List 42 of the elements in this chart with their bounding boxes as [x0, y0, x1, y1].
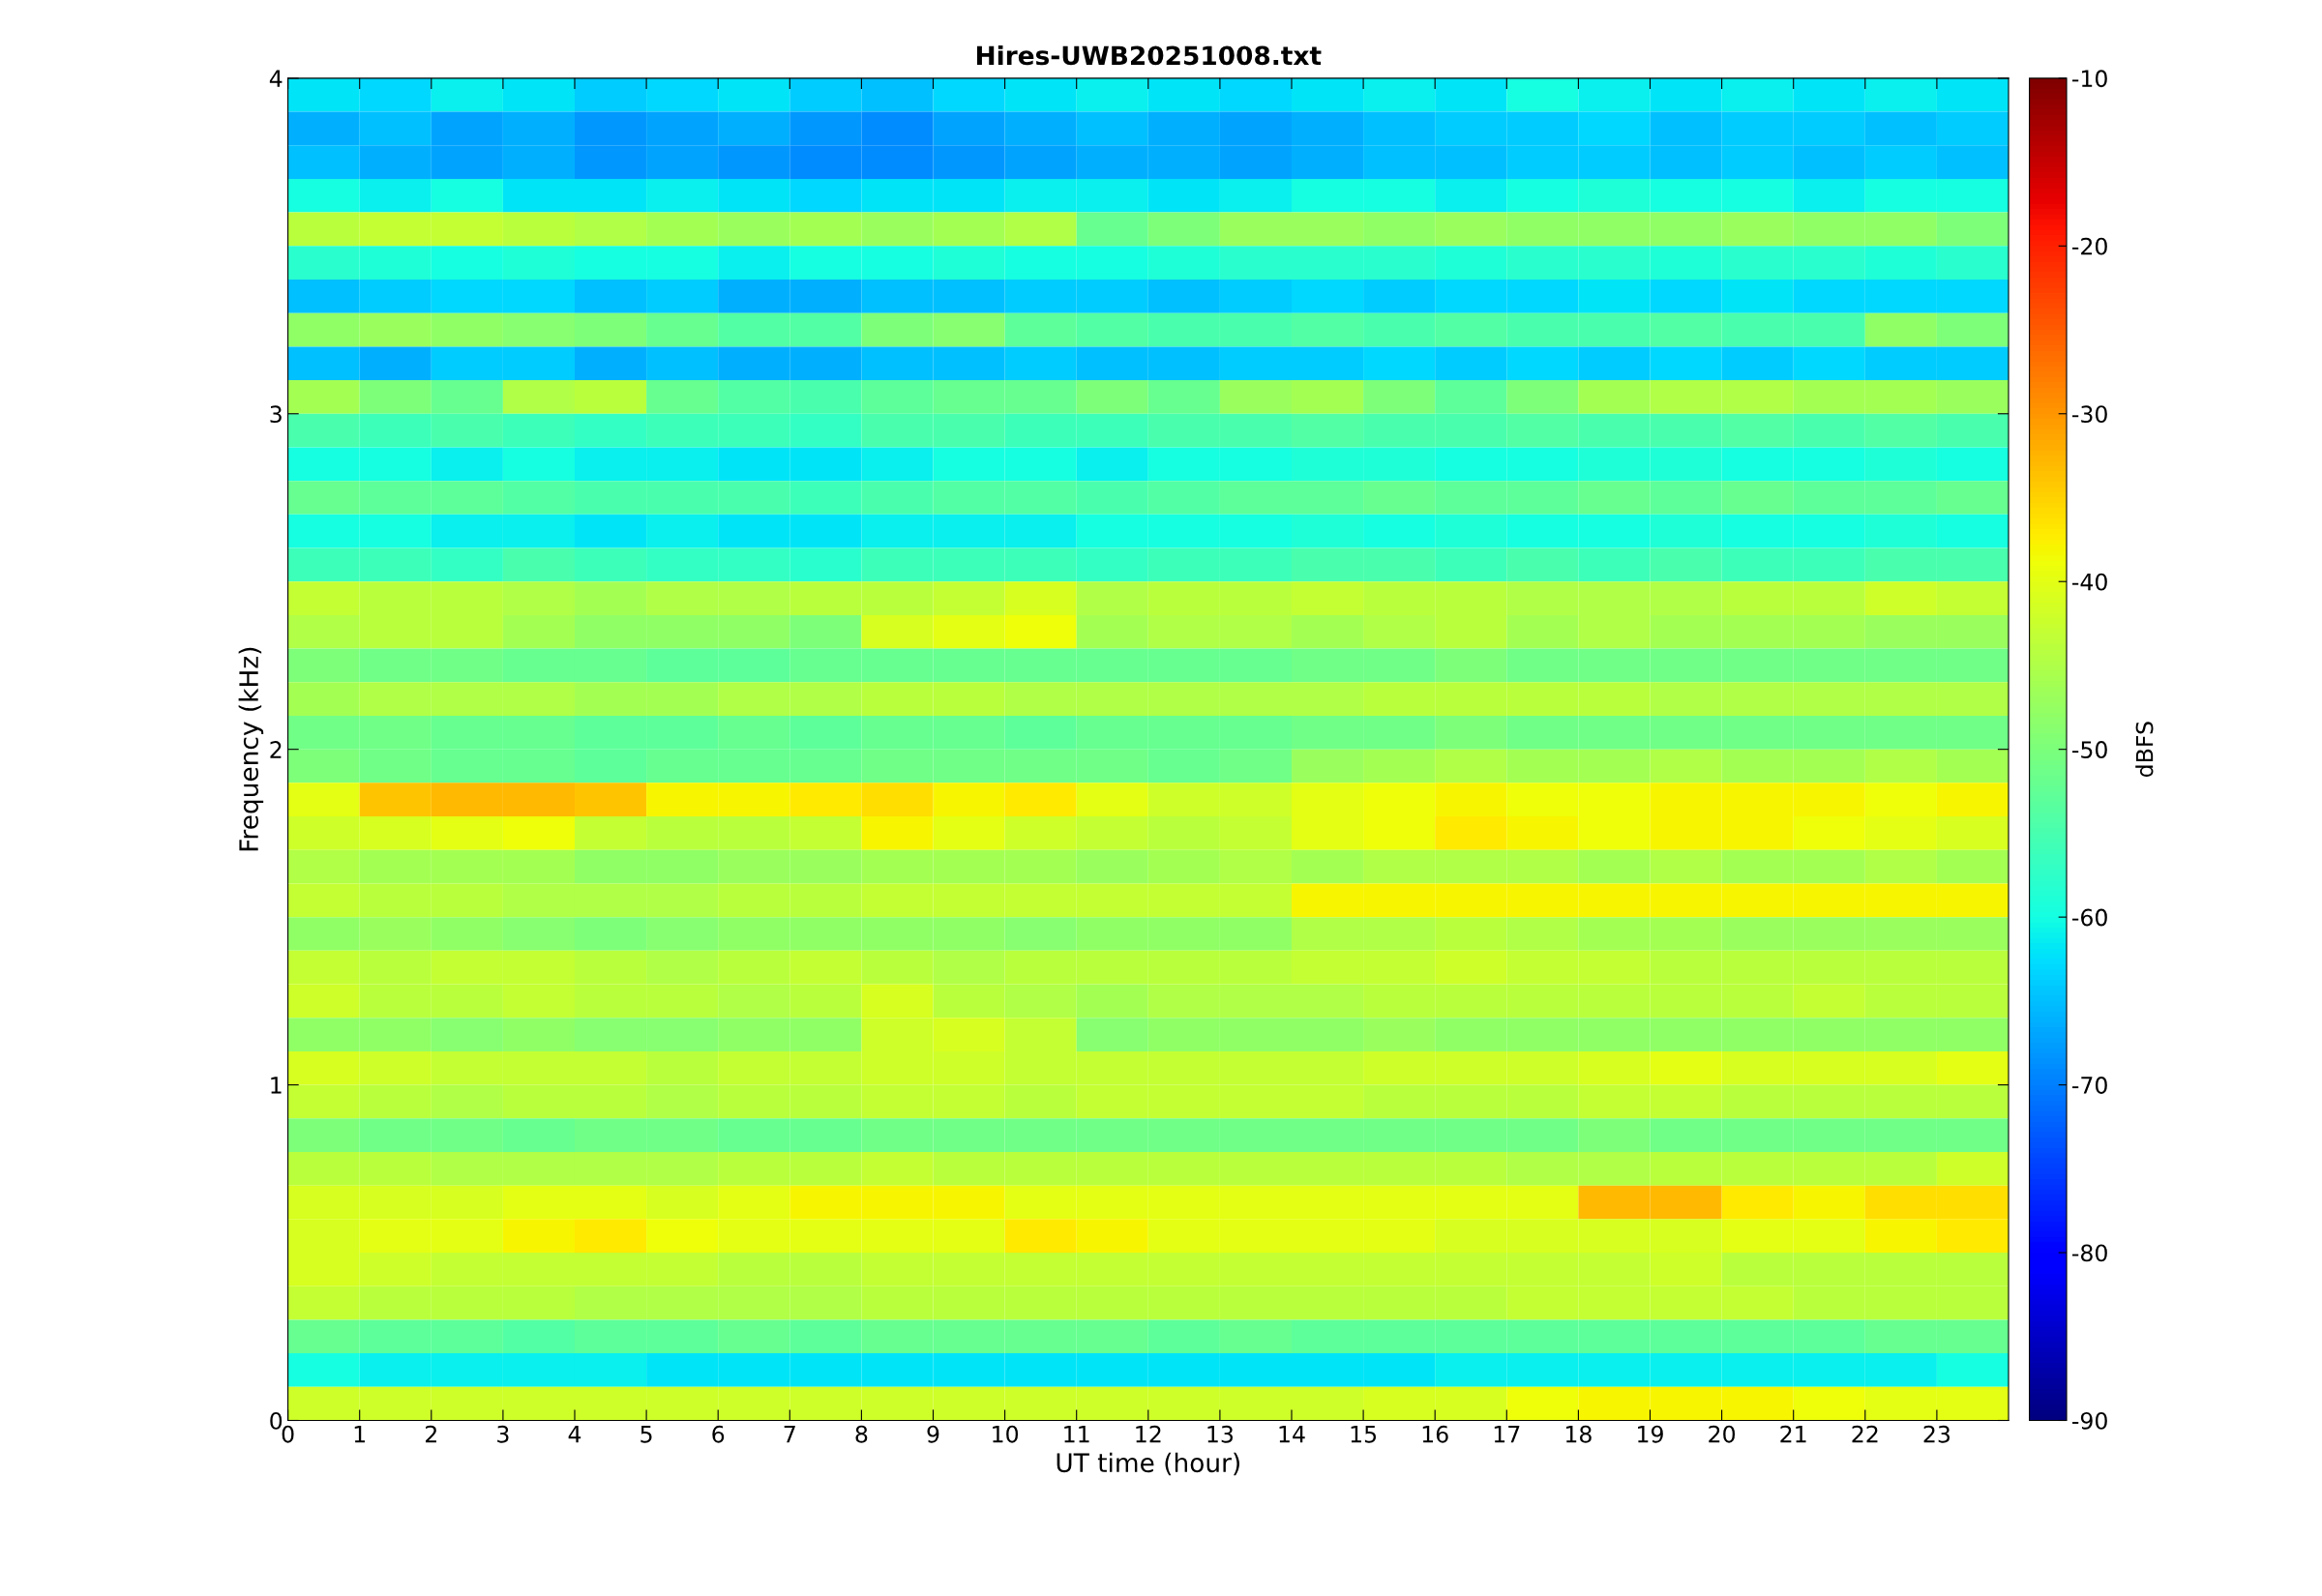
x-tick-label: 15 [1351, 1426, 1377, 1443]
x-tick-label: 10 [993, 1425, 1019, 1443]
color-bar-label: -50 [2072, 741, 2107, 758]
x-tick-label: 8 [855, 1425, 868, 1443]
x-tick-label: 20 [1709, 1425, 1736, 1443]
y-axis-title: Frequency (kHz) [238, 647, 264, 851]
x-tick-label: 18 [1565, 1425, 1592, 1443]
x-tick-label: 23 [1923, 1425, 1950, 1443]
color-bar-label: -90 [2072, 1411, 2107, 1430]
x-tick-label: 11 [1064, 1426, 1089, 1443]
y-tick-label: 0 [270, 1411, 283, 1430]
color-bar-title: dBFS [2135, 722, 2154, 778]
x-tick-label: 19 [1638, 1425, 1663, 1443]
x-tick-label: 9 [927, 1425, 939, 1443]
x-tick-label: 12 [1136, 1425, 1161, 1443]
x-tick-label: 6 [712, 1425, 725, 1443]
color-bar-label: -30 [2072, 405, 2107, 424]
x-tick-label: 16 [1422, 1425, 1448, 1443]
x-tick-label: 4 [568, 1426, 581, 1443]
x-tick-label: 5 [640, 1426, 652, 1443]
color-bar-label: -40 [2072, 573, 2107, 591]
x-tick-label: 13 [1207, 1425, 1234, 1443]
y-tick-label: 4 [269, 70, 283, 87]
x-tick-label: 7 [784, 1426, 795, 1443]
y-tick-label: 1 [271, 1077, 282, 1094]
x-tick-label: 0 [282, 1425, 294, 1443]
x-tick-label: 1 [354, 1426, 366, 1443]
y-tick-label: 2 [270, 741, 282, 758]
x-tick-label: 22 [1852, 1425, 1878, 1443]
x-axis-title: UT time (hour) [1057, 1452, 1239, 1476]
x-tick-label: 21 [1780, 1425, 1806, 1443]
color-bar-label: -60 [2072, 908, 2107, 927]
x-tick-label: 2 [426, 1425, 436, 1443]
color-bar-label: -80 [2072, 1244, 2107, 1262]
x-tick-label: 14 [1279, 1426, 1305, 1443]
color-bar-label: -10 [2072, 70, 2107, 88]
color-bar-label: -70 [2072, 1077, 2107, 1094]
y-tick-label: 3 [270, 405, 282, 424]
color-bar-label: -20 [2072, 237, 2107, 255]
x-tick-label: 3 [497, 1425, 509, 1443]
x-tick-label: 17 [1494, 1426, 1520, 1443]
chart-title: Hires-UWB20251008.txt [976, 44, 1322, 66]
